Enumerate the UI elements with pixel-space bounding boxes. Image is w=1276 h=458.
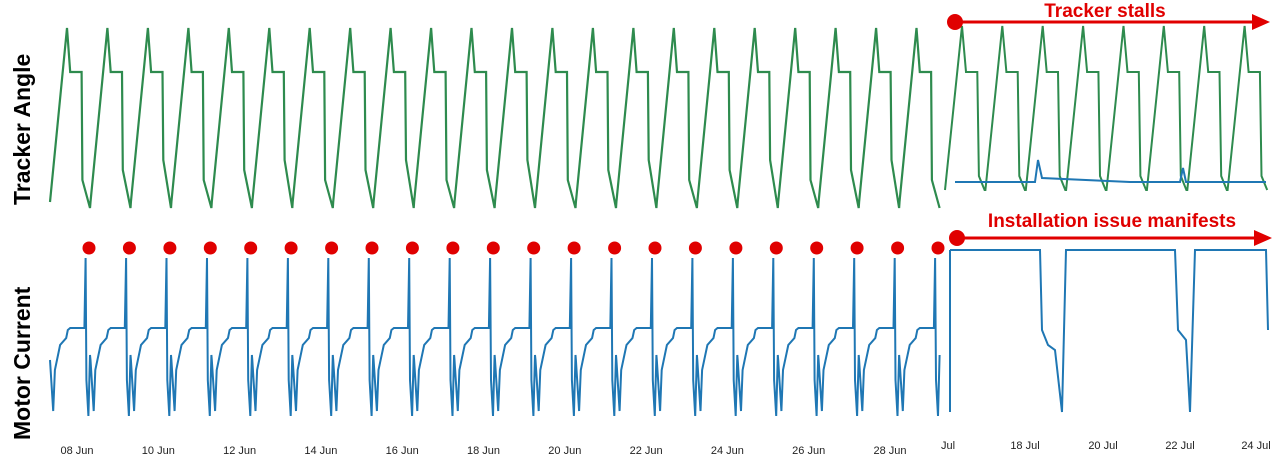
x-tick-right-1: 18 Jul bbox=[1010, 440, 1039, 452]
spike-marker-20 bbox=[891, 241, 905, 255]
spike-marker-14 bbox=[648, 241, 662, 255]
installation-issue-label: Installation issue manifests bbox=[988, 211, 1236, 232]
x-tick-left-4: 16 Jun bbox=[386, 445, 419, 457]
right-x-ticks: Jul 18 Jul 20 Jul 22 Jul 24 Jul bbox=[941, 440, 1271, 452]
installation-issue-start-dot bbox=[949, 230, 965, 246]
spike-marker-18 bbox=[810, 241, 824, 255]
x-tick-left-5: 18 Jun bbox=[467, 445, 500, 457]
spike-marker-1 bbox=[122, 241, 136, 255]
left-tracker-angle-plot bbox=[48, 27, 941, 209]
x-tick-left-2: 12 Jun bbox=[223, 445, 256, 457]
tracker-angle-series-line bbox=[48, 27, 941, 209]
spike-marker-0 bbox=[82, 241, 96, 255]
x-tick-right-2: 20 Jul bbox=[1088, 440, 1117, 452]
spike-marker-13 bbox=[608, 241, 622, 255]
x-tick-left-1: 10 Jun bbox=[142, 445, 175, 457]
spike-marker-8 bbox=[405, 241, 419, 255]
motor-current-issue-line bbox=[949, 249, 1269, 413]
left-motor-current-plot bbox=[49, 241, 945, 417]
tracker-stalls-annotation: Tracker stalls bbox=[947, 1, 1270, 30]
installation-issue-arrowhead bbox=[1254, 230, 1272, 246]
spike-marker-7 bbox=[365, 241, 379, 255]
tracker-angle-stall-series-line bbox=[944, 25, 1269, 191]
x-tick-left-9: 26 Jun bbox=[792, 445, 825, 457]
motor-current-ylabel: Motor Current bbox=[9, 286, 35, 440]
spike-marker-21 bbox=[931, 241, 945, 255]
right-motor-current-plot bbox=[949, 249, 1269, 413]
spike-marker-12 bbox=[567, 241, 581, 255]
tracker-angle-ylabel: Tracker Angle bbox=[9, 54, 35, 205]
left-x-ticks: 08 Jun 10 Jun 12 Jun 14 Jun 16 Jun 18 Jun 20 J… bbox=[60, 445, 906, 457]
x-tick-left-8: 24 Jun bbox=[711, 445, 744, 457]
spike-marker-10 bbox=[486, 241, 500, 255]
x-tick-right-0: Jul bbox=[941, 440, 955, 452]
x-tick-right-3: 22 Jul bbox=[1165, 440, 1194, 452]
spike-marker-9 bbox=[446, 241, 460, 255]
spike-marker-6 bbox=[325, 241, 339, 255]
right-tracker-angle-plot bbox=[944, 25, 1269, 191]
tracker-stalls-label: Tracker stalls bbox=[1044, 1, 1165, 22]
motor-current-series-line bbox=[49, 257, 941, 417]
motor-current-overlay-line bbox=[955, 159, 1266, 183]
spike-marker-16 bbox=[729, 241, 743, 255]
tracker-stalls-arrowhead bbox=[1252, 14, 1270, 30]
x-tick-left-10: 28 Jun bbox=[873, 445, 906, 457]
spike-marker-3 bbox=[203, 241, 217, 255]
x-tick-left-3: 14 Jun bbox=[304, 445, 337, 457]
x-tick-left-6: 20 Jun bbox=[548, 445, 581, 457]
tracker-stalls-start-dot bbox=[947, 14, 963, 30]
x-tick-left-0: 08 Jun bbox=[60, 445, 93, 457]
spike-marker-15 bbox=[688, 241, 702, 255]
spike-marker-17 bbox=[769, 241, 783, 255]
x-tick-left-7: 22 Jun bbox=[630, 445, 663, 457]
spike-marker-11 bbox=[527, 241, 541, 255]
spike-marker-5 bbox=[284, 241, 298, 255]
spike-marker-19 bbox=[850, 241, 864, 255]
x-tick-right-4: 24 Jul bbox=[1241, 440, 1270, 452]
spike-marker-4 bbox=[244, 241, 258, 255]
installation-issue-annotation: Installation issue manifests bbox=[949, 211, 1272, 246]
spike-marker-2 bbox=[163, 241, 177, 255]
